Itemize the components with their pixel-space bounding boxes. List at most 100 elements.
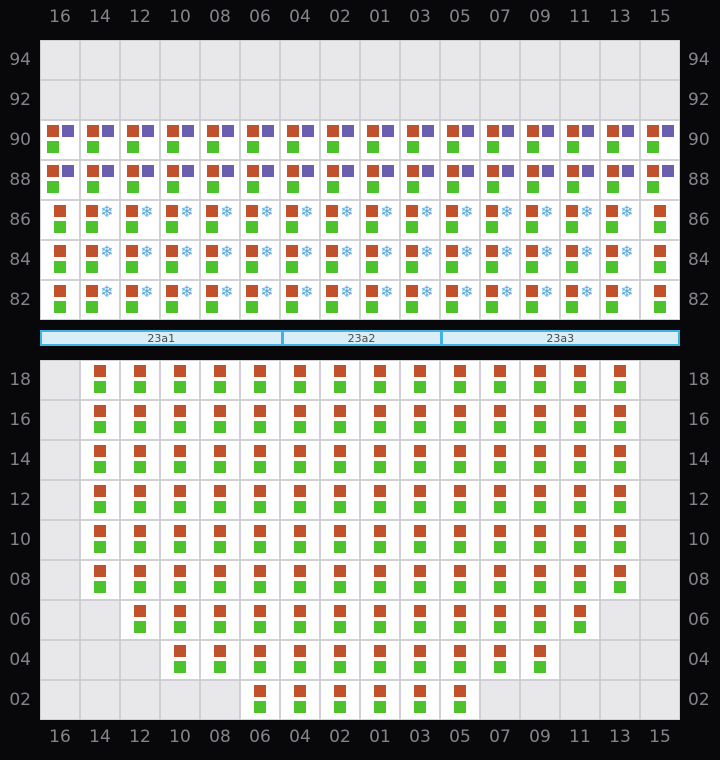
cabin-cell[interactable] xyxy=(401,481,439,519)
cabin-cell[interactable] xyxy=(601,561,639,599)
cabin-cell[interactable] xyxy=(241,161,279,199)
cabin-cell[interactable] xyxy=(281,601,319,639)
cabin-cell[interactable] xyxy=(81,561,119,599)
cabin-cell[interactable] xyxy=(241,681,279,719)
cabin-cell[interactable] xyxy=(401,441,439,479)
cabin-cell[interactable] xyxy=(441,601,479,639)
cabin-cell[interactable] xyxy=(201,521,239,559)
cabin-cell[interactable] xyxy=(521,641,559,679)
cabin-cell[interactable] xyxy=(641,121,679,159)
cabin-cell[interactable] xyxy=(601,441,639,479)
cabin-cell[interactable] xyxy=(41,161,79,199)
cabin-cell[interactable] xyxy=(241,121,279,159)
cabin-cell[interactable] xyxy=(561,401,599,439)
cabin-cell[interactable] xyxy=(321,681,359,719)
cabin-cell[interactable] xyxy=(161,161,199,199)
cabin-cell[interactable] xyxy=(601,401,639,439)
cabin-cell[interactable] xyxy=(641,161,679,199)
cabin-cell[interactable] xyxy=(321,121,359,159)
cabin-cell[interactable] xyxy=(481,161,519,199)
cabin-cell[interactable] xyxy=(121,601,159,639)
cabin-cell[interactable] xyxy=(281,521,319,559)
cabin-cell[interactable]: ❄ xyxy=(401,201,439,239)
cabin-cell[interactable]: ❄ xyxy=(521,241,559,279)
cabin-cell[interactable] xyxy=(241,561,279,599)
cabin-cell[interactable] xyxy=(321,441,359,479)
cabin-cell[interactable] xyxy=(281,481,319,519)
cabin-cell[interactable] xyxy=(441,561,479,599)
cabin-cell[interactable]: ❄ xyxy=(361,201,399,239)
cabin-cell[interactable] xyxy=(201,561,239,599)
cabin-cell[interactable] xyxy=(441,641,479,679)
cabin-cell[interactable]: ❄ xyxy=(121,201,159,239)
cabin-cell[interactable]: ❄ xyxy=(401,281,439,319)
cabin-cell[interactable] xyxy=(201,121,239,159)
cabin-cell[interactable] xyxy=(81,161,119,199)
cabin-cell[interactable] xyxy=(321,601,359,639)
cabin-cell[interactable] xyxy=(321,481,359,519)
cabin-cell[interactable] xyxy=(401,161,439,199)
cabin-cell[interactable]: ❄ xyxy=(241,201,279,239)
cabin-cell[interactable] xyxy=(121,401,159,439)
cabin-cell[interactable] xyxy=(161,361,199,399)
cabin-cell[interactable] xyxy=(361,521,399,559)
cabin-cell[interactable] xyxy=(561,521,599,559)
cabin-cell[interactable] xyxy=(161,401,199,439)
cabin-cell[interactable] xyxy=(481,641,519,679)
cabin-cell[interactable] xyxy=(161,521,199,559)
cabin-cell[interactable]: ❄ xyxy=(561,241,599,279)
cabin-cell[interactable] xyxy=(401,401,439,439)
cabin-cell[interactable] xyxy=(601,361,639,399)
cabin-cell[interactable] xyxy=(321,361,359,399)
cabin-cell[interactable] xyxy=(521,401,559,439)
cabin-cell[interactable]: ❄ xyxy=(481,201,519,239)
cabin-cell[interactable]: ❄ xyxy=(241,281,279,319)
cabin-cell[interactable] xyxy=(521,481,559,519)
cabin-cell[interactable] xyxy=(281,161,319,199)
cabin-cell[interactable] xyxy=(401,601,439,639)
cabin-cell[interactable]: ❄ xyxy=(161,281,199,319)
cabin-cell[interactable]: ❄ xyxy=(601,241,639,279)
cabin-cell[interactable]: ❄ xyxy=(481,241,519,279)
cabin-cell[interactable] xyxy=(521,521,559,559)
cabin-cell[interactable] xyxy=(241,601,279,639)
cabin-cell[interactable] xyxy=(561,161,599,199)
cabin-cell[interactable]: ❄ xyxy=(521,201,559,239)
cabin-cell[interactable] xyxy=(281,121,319,159)
cabin-cell[interactable] xyxy=(41,121,79,159)
cabin-cell[interactable] xyxy=(161,441,199,479)
cabin-cell[interactable]: ❄ xyxy=(561,201,599,239)
cabin-cell[interactable] xyxy=(161,601,199,639)
cabin-cell[interactable] xyxy=(481,401,519,439)
cabin-cell[interactable] xyxy=(161,481,199,519)
cabin-cell[interactable] xyxy=(241,361,279,399)
cabin-cell[interactable]: ❄ xyxy=(321,281,359,319)
cabin-cell[interactable] xyxy=(161,561,199,599)
cabin-cell[interactable] xyxy=(481,561,519,599)
cabin-cell[interactable] xyxy=(361,601,399,639)
cabin-cell[interactable] xyxy=(401,641,439,679)
cabin-cell[interactable] xyxy=(281,641,319,679)
cabin-cell[interactable] xyxy=(361,481,399,519)
cabin-cell[interactable] xyxy=(281,681,319,719)
cabin-cell[interactable] xyxy=(361,641,399,679)
cabin-cell[interactable] xyxy=(121,521,159,559)
cabin-cell[interactable] xyxy=(361,361,399,399)
cabin-cell[interactable]: ❄ xyxy=(81,201,119,239)
cabin-cell[interactable]: ❄ xyxy=(201,241,239,279)
cabin-cell[interactable] xyxy=(441,121,479,159)
cabin-cell[interactable] xyxy=(361,441,399,479)
cabin-cell[interactable] xyxy=(321,401,359,439)
cabin-cell[interactable] xyxy=(81,441,119,479)
cabin-cell[interactable] xyxy=(41,241,79,279)
cabin-cell[interactable] xyxy=(521,441,559,479)
cabin-cell[interactable] xyxy=(361,121,399,159)
cabin-cell[interactable] xyxy=(481,481,519,519)
cabin-cell[interactable]: ❄ xyxy=(281,281,319,319)
cabin-cell[interactable] xyxy=(241,521,279,559)
cabin-cell[interactable]: ❄ xyxy=(321,241,359,279)
cabin-cell[interactable]: ❄ xyxy=(561,281,599,319)
cabin-cell[interactable] xyxy=(561,361,599,399)
cabin-cell[interactable]: ❄ xyxy=(281,241,319,279)
cabin-cell[interactable] xyxy=(561,561,599,599)
